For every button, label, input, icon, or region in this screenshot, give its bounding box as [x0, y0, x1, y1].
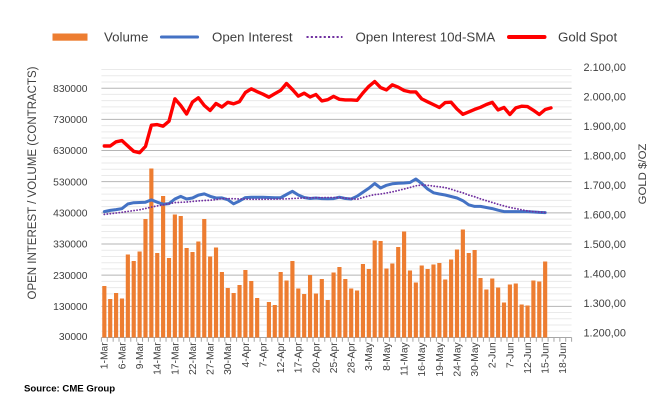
svg-text:Open Interest 10d-SMA: Open Interest 10d-SMA: [356, 30, 496, 45]
svg-text:12-Apr: 12-Apr: [276, 342, 287, 373]
svg-text:1.200,00: 1.200,00: [584, 328, 626, 340]
svg-text:18-Jun: 18-Jun: [558, 342, 569, 374]
svg-text:1.800,00: 1.800,00: [584, 151, 626, 163]
svg-text:Source: CME Group: Source: CME Group: [24, 384, 115, 395]
svg-text:2.100,00: 2.100,00: [584, 62, 626, 74]
svg-text:Gold Spot: Gold Spot: [558, 30, 617, 45]
svg-text:4-Apr: 4-Apr: [241, 342, 252, 368]
svg-text:Volume: Volume: [104, 30, 148, 45]
svg-text:GOLD $/OZ: GOLD $/OZ: [637, 144, 649, 205]
svg-text:430000: 430000: [53, 208, 88, 219]
svg-text:11-May: 11-May: [400, 341, 411, 375]
svg-text:30000: 30000: [59, 332, 88, 343]
svg-text:12-Jun: 12-Jun: [523, 342, 534, 374]
svg-text:3-May: 3-May: [364, 341, 375, 370]
svg-text:OPEN INTEREST / VOLUME (CONTRA: OPEN INTEREST / VOLUME (CONTRACTS): [27, 66, 39, 299]
svg-text:2.000,00: 2.000,00: [584, 92, 626, 104]
svg-text:15-Jun: 15-Jun: [541, 342, 552, 374]
svg-text:1.700,00: 1.700,00: [584, 180, 626, 192]
svg-text:16-May: 16-May: [417, 341, 428, 376]
svg-text:25-Apr: 25-Apr: [329, 342, 340, 373]
svg-text:1.900,00: 1.900,00: [584, 121, 626, 133]
svg-text:7-Jun: 7-Jun: [505, 342, 516, 368]
svg-text:2-Jun: 2-Jun: [488, 342, 499, 368]
svg-text:19-May: 19-May: [435, 341, 446, 376]
svg-text:14-Mar: 14-Mar: [153, 342, 164, 375]
svg-text:22-Mar: 22-Mar: [188, 342, 199, 375]
svg-text:17-Mar: 17-Mar: [170, 342, 181, 375]
svg-text:1.400,00: 1.400,00: [584, 269, 626, 281]
svg-text:30-May: 30-May: [470, 341, 481, 376]
svg-text:7-Apr: 7-Apr: [258, 342, 269, 368]
svg-text:28-Apr: 28-Apr: [347, 342, 358, 373]
svg-text:8-May: 8-May: [382, 341, 393, 370]
svg-text:9-Mar: 9-Mar: [135, 342, 146, 369]
svg-text:330000: 330000: [53, 240, 88, 251]
svg-text:630000: 630000: [53, 146, 88, 157]
svg-text:830000: 830000: [53, 84, 88, 95]
svg-text:20-Apr: 20-Apr: [311, 342, 322, 373]
svg-text:1.600,00: 1.600,00: [584, 210, 626, 222]
svg-text:130000: 130000: [53, 302, 88, 313]
svg-text:6-Mar: 6-Mar: [117, 342, 128, 369]
svg-text:730000: 730000: [53, 115, 88, 126]
svg-text:17-Apr: 17-Apr: [294, 342, 305, 373]
svg-text:1.500,00: 1.500,00: [584, 239, 626, 251]
svg-text:24-May: 24-May: [452, 341, 463, 376]
svg-text:1.300,00: 1.300,00: [584, 298, 626, 310]
svg-text:27-Mar: 27-Mar: [206, 342, 217, 375]
svg-text:230000: 230000: [53, 271, 88, 282]
svg-text:30-Mar: 30-Mar: [223, 342, 234, 375]
svg-text:1-Mar: 1-Mar: [100, 342, 111, 369]
svg-text:Open Interest: Open Interest: [212, 30, 293, 45]
svg-text:530000: 530000: [53, 177, 88, 188]
